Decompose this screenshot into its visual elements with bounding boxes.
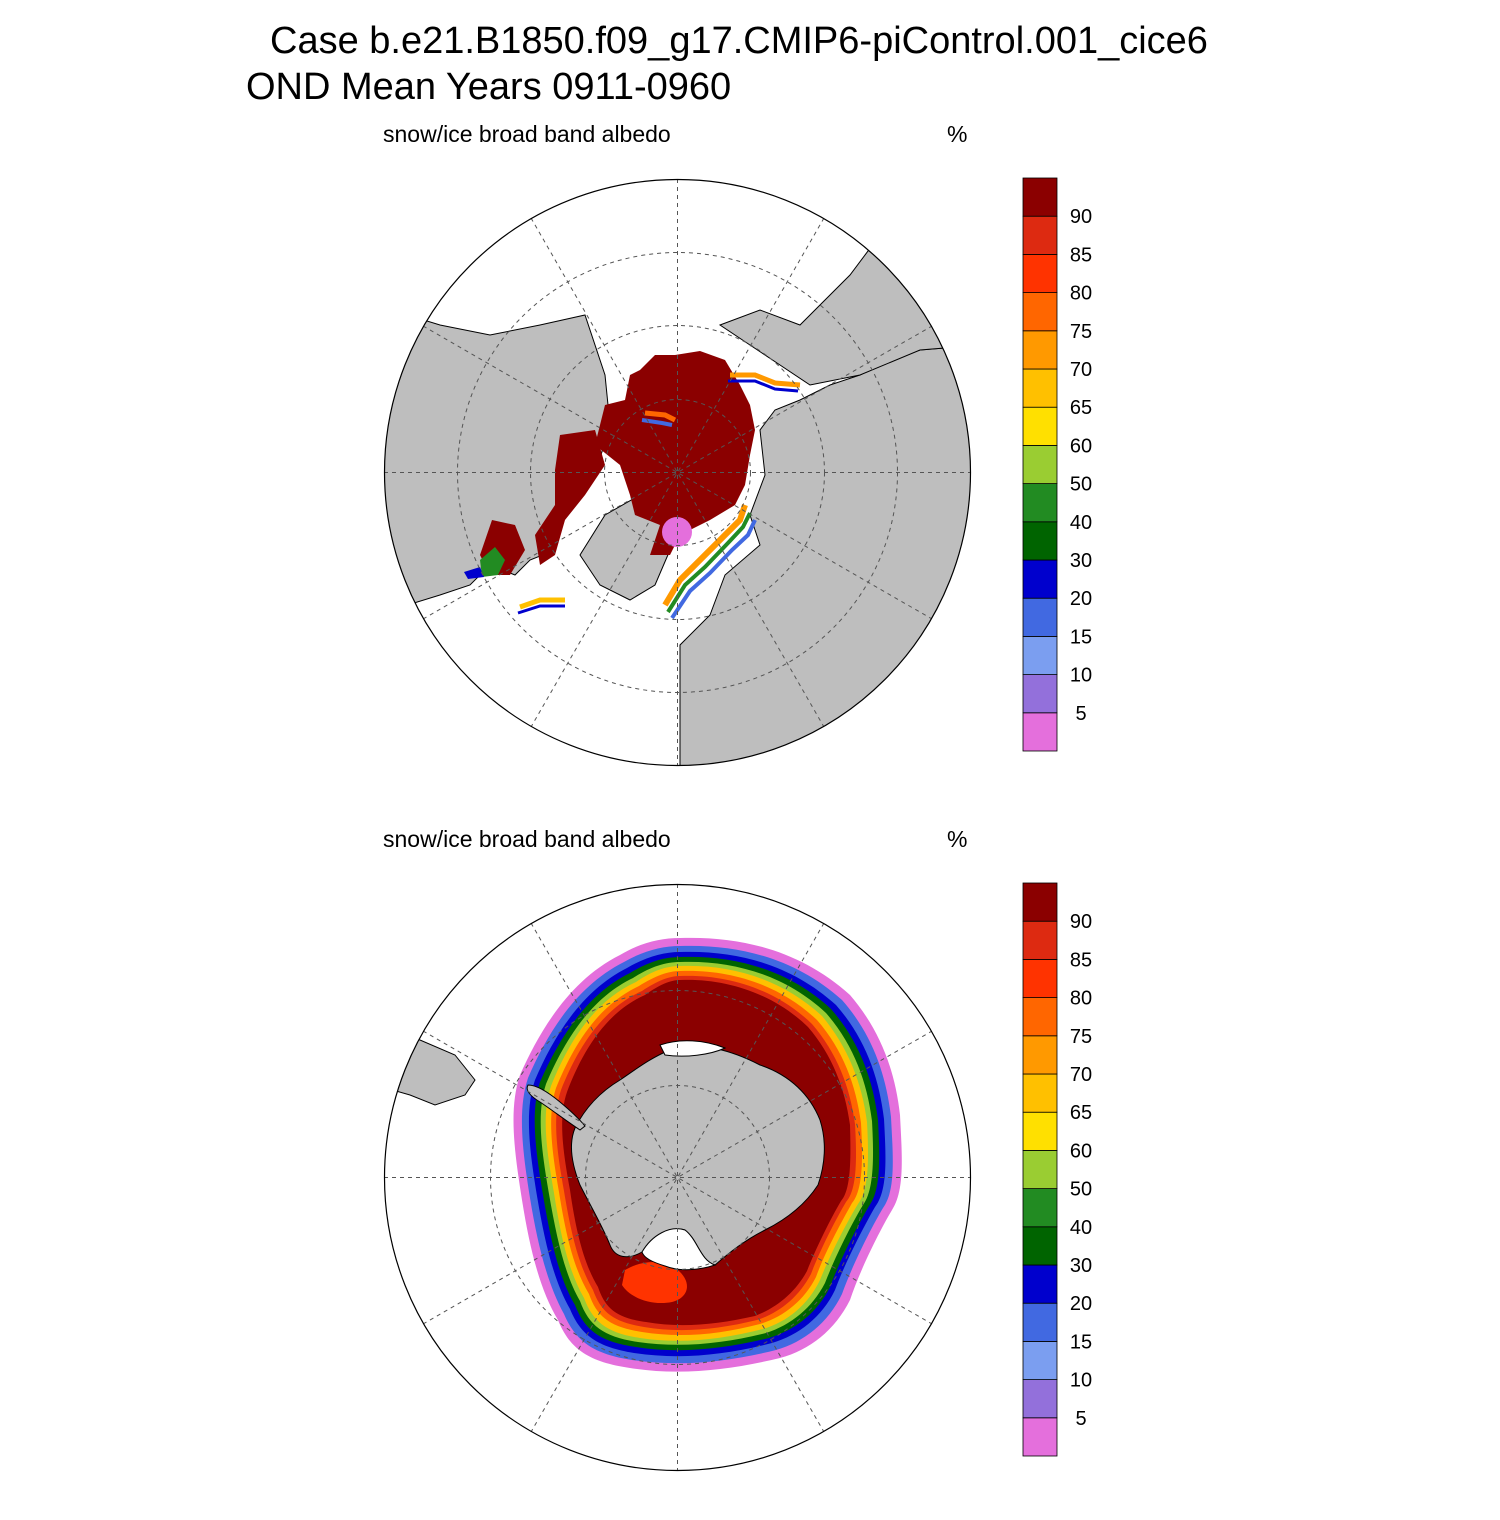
nh-colorbar-tick-label: 10: [1070, 665, 1092, 687]
nh-colorbar-swatch: [1022, 177, 1058, 217]
sh-graticule: [384, 884, 971, 1471]
nh-colorbar-tick-label: 15: [1070, 626, 1092, 648]
nh-sea-ice-arctic: [595, 351, 755, 555]
sh-colorbar-swatch: [1022, 1188, 1058, 1228]
nh-ice-edge-barents-blue: [670, 519, 757, 620]
nh-colorbar-tick-label: 20: [1070, 588, 1092, 610]
nh-colorbar-swatch: [1022, 292, 1058, 332]
nh-ice-edge-bering-blue: [641, 418, 673, 427]
nh-panel: snow/ice broad band albedo %: [0, 110, 1500, 815]
sh-colorbar-swatch: [1022, 1417, 1058, 1457]
sh-colorbar-swatch: [1022, 1149, 1058, 1189]
nh-graticule: [384, 179, 971, 766]
nh-ice-edge-labrador: [519, 597, 565, 610]
nh-colorbar-tick-label: 85: [1070, 244, 1092, 266]
sh-colorbar-tick-label: 15: [1070, 1331, 1092, 1353]
sh-colorbar-swatch: [1022, 1226, 1058, 1266]
sh-polar-map: [383, 883, 972, 1472]
sh-colorbar-swatch: [1022, 882, 1058, 922]
sh-colorbar-tick-label: 80: [1070, 988, 1092, 1010]
sh-ice-weddell-patch: [622, 1262, 687, 1304]
nh-colorbar-swatch: [1022, 483, 1058, 523]
sh-colorbar-swatch: [1022, 1379, 1058, 1419]
sh-colorbar-swatch: [1022, 1073, 1058, 1113]
sh-map-border: [383, 883, 972, 1472]
sh-colorbar-tick-label: 5: [1075, 1408, 1086, 1430]
sh-colorbar-tick-label: 75: [1070, 1026, 1092, 1048]
nh-ice-edge-hudson: [480, 547, 505, 577]
nh-ice-edge-okhotsk: [730, 372, 801, 388]
sh-colorbar-tick-label: 60: [1070, 1140, 1092, 1162]
nh-ice-edge-barents-green: [666, 512, 752, 614]
nh-colorbar-swatch: [1022, 712, 1058, 752]
nh-colorbar-tick-label: 75: [1070, 321, 1092, 343]
sh-colorbar-tick-label: 50: [1070, 1179, 1092, 1201]
nh-colorbar-tick-label: 40: [1070, 512, 1092, 534]
nh-colorbar-swatch: [1022, 597, 1058, 637]
nh-colorbar-tick-label: 30: [1070, 550, 1092, 572]
nh-units-label: %: [947, 121, 968, 147]
sh-colorbar-swatch: [1022, 1302, 1058, 1342]
nh-colorbar-tick-label: 80: [1070, 283, 1092, 305]
nh-colorbar-swatch: [1022, 330, 1058, 370]
sh-colorbar-swatch: [1022, 1111, 1058, 1151]
sh-panel: snow/ice broad band albedo %: [0, 815, 1500, 1520]
nh-colorbar: 5 10 15 20 30 40 50 60 65 70 75 80 85 90: [1022, 177, 1092, 752]
nh-colorbar-tick-label: 65: [1070, 397, 1092, 419]
sh-colorbar: 5 10 15 20 30 40 50 60 65 70 75 80 85 90: [1022, 882, 1092, 1457]
nh-polar-map: [383, 178, 972, 767]
nh-ice-edge-bering: [644, 410, 677, 423]
sh-colorbar-tick-label: 10: [1070, 1370, 1092, 1392]
sh-colorbar-swatch: [1022, 920, 1058, 960]
nh-colorbar-swatch: [1022, 215, 1058, 255]
nh-colorbar-tick-label: 90: [1070, 206, 1092, 228]
sh-colorbar-tick-label: 40: [1070, 1217, 1092, 1239]
sh-colorbar-tick-label: 90: [1070, 911, 1092, 933]
sh-colorbar-tick-label: 30: [1070, 1255, 1092, 1277]
nh-colorbar-tick-label: 5: [1075, 703, 1086, 725]
nh-colorbar-tick-label: 70: [1070, 359, 1092, 381]
nh-map-border: [383, 178, 972, 767]
nh-colorbar-swatch: [1022, 368, 1058, 408]
nh-colorbar-swatch: [1022, 674, 1058, 714]
sh-colorbar-tick-label: 20: [1070, 1293, 1092, 1315]
nh-sea-ice-canada: [535, 430, 605, 565]
sh-ice-shelf-weddell: [659, 1040, 727, 1057]
sh-colorbar-swatch: [1022, 1035, 1058, 1075]
nh-colorbar-tick-label: 60: [1070, 435, 1092, 457]
sh-ice-shelf-ross: [641, 1228, 717, 1271]
nh-variable-label: snow/ice broad band albedo: [383, 121, 671, 147]
nh-ice-edge-labrador-blue: [517, 604, 565, 615]
sh-colorbar-swatch: [1022, 1340, 1058, 1380]
sh-colorbar-swatch: [1022, 1264, 1058, 1304]
sh-colorbar-swatch: [1022, 959, 1058, 999]
sh-colorbar-tick-label: 70: [1070, 1064, 1092, 1086]
nh-ice-edge-okhotsk-blue: [728, 379, 799, 393]
nh-colorbar-swatch: [1022, 406, 1058, 446]
sh-colorbar-swatch: [1022, 997, 1058, 1037]
nh-colorbar-swatch: [1022, 444, 1058, 484]
nh-ice-edge-barents: [662, 504, 748, 607]
figure-title-period: OND Mean Years 0911-0960: [246, 66, 732, 108]
figure-title-case: Case b.e21.B1850.f09_g17.CMIP6-piControl…: [270, 20, 1208, 62]
sh-colorbar-tick-label: 85: [1070, 949, 1092, 971]
nh-colorbar-swatch: [1022, 635, 1058, 675]
sh-units-label: %: [947, 826, 968, 852]
nh-colorbar-swatch: [1022, 559, 1058, 599]
nh-colorbar-swatch: [1022, 521, 1058, 561]
sh-colorbar-tick-label: 65: [1070, 1102, 1092, 1124]
sh-variable-label: snow/ice broad band albedo: [383, 826, 671, 852]
nh-colorbar-swatch: [1022, 254, 1058, 294]
nh-colorbar-tick-label: 50: [1070, 474, 1092, 496]
nh-ice-edge-hudson-blue: [464, 567, 484, 579]
